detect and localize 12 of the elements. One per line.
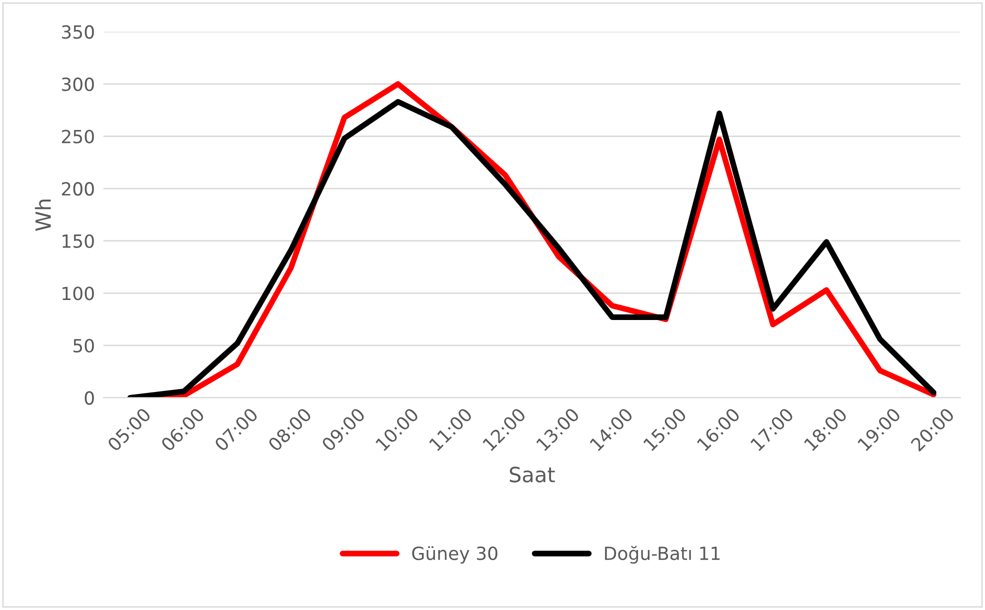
y-axis-title: Wh bbox=[34, 200, 51, 231]
y-tick-label: 0 bbox=[84, 391, 94, 405]
y-tick-label: 150 bbox=[62, 234, 94, 248]
y-tick-label: 300 bbox=[62, 77, 94, 92]
legend-label: Doğu-Batı 11 bbox=[605, 546, 720, 564]
legend-label: Güney 30 bbox=[412, 546, 498, 564]
y-tick-label: 100 bbox=[62, 286, 94, 300]
x-axis-title: Saat bbox=[510, 466, 555, 482]
y-tick-label: 350 bbox=[62, 25, 94, 39]
y-tick-label: 50 bbox=[74, 338, 94, 353]
y-tick-label: 250 bbox=[62, 130, 94, 144]
y-tick-label: 200 bbox=[62, 182, 94, 196]
